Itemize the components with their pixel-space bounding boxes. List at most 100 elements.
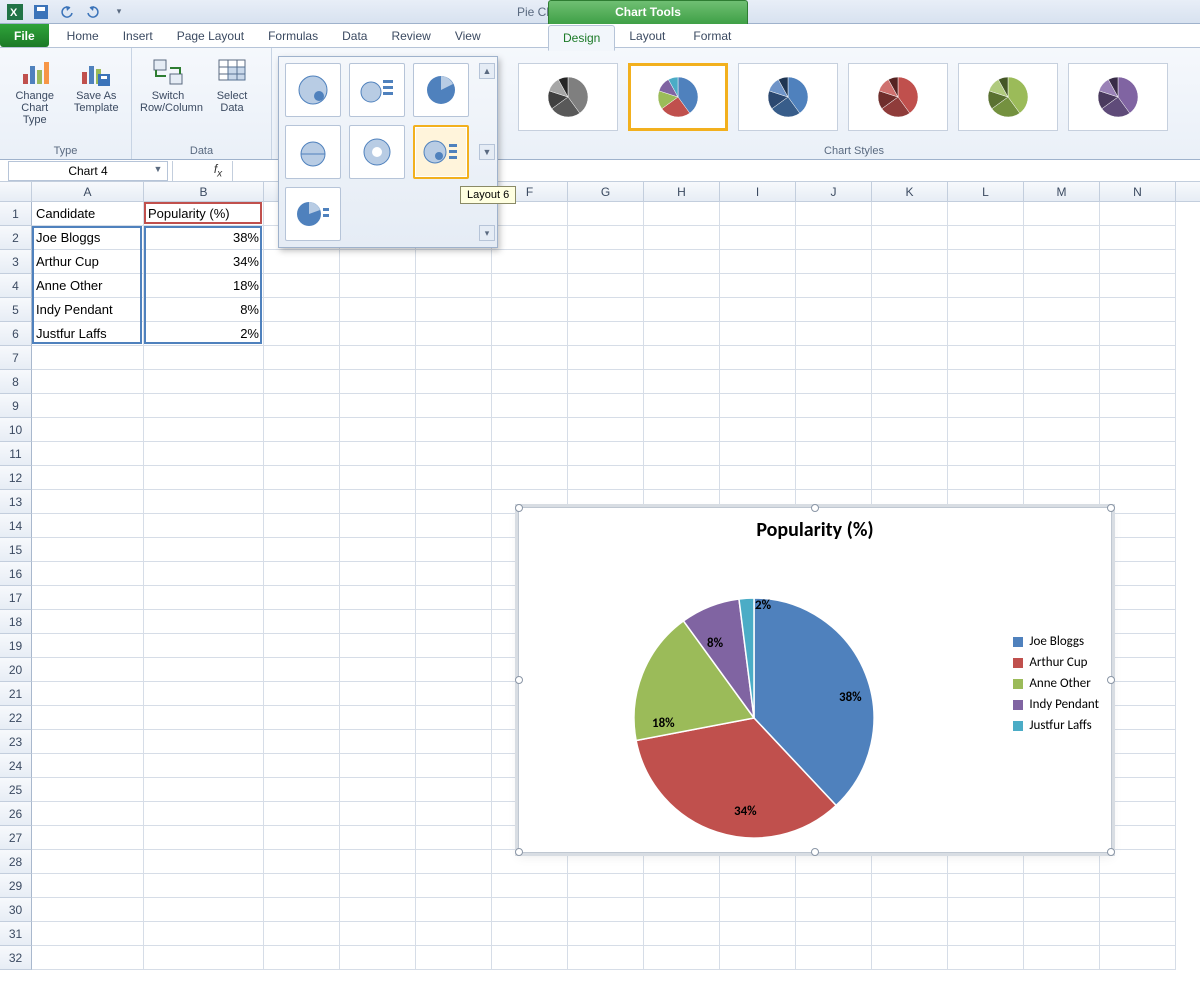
cell-B28[interactable] xyxy=(144,850,264,874)
row-header-20[interactable]: 20 xyxy=(0,658,32,682)
cell-B27[interactable] xyxy=(144,826,264,850)
cell-G1[interactable] xyxy=(568,202,644,226)
cell-N30[interactable] xyxy=(1100,898,1176,922)
cell-C19[interactable] xyxy=(264,634,340,658)
cell-J28[interactable] xyxy=(796,850,872,874)
cell-B18[interactable] xyxy=(144,610,264,634)
cell-M28[interactable] xyxy=(1024,850,1100,874)
cell-A15[interactable] xyxy=(32,538,144,562)
cell-E30[interactable] xyxy=(416,898,492,922)
cell-L32[interactable] xyxy=(948,946,1024,970)
cell-J11[interactable] xyxy=(796,442,872,466)
cell-D28[interactable] xyxy=(340,850,416,874)
cell-N2[interactable] xyxy=(1100,226,1176,250)
cell-E6[interactable] xyxy=(416,322,492,346)
cell-E22[interactable] xyxy=(416,706,492,730)
cell-A7[interactable] xyxy=(32,346,144,370)
legend-item-justfur-laffs[interactable]: Justfur Laffs xyxy=(1013,718,1099,733)
cell-I10[interactable] xyxy=(720,418,796,442)
cell-D19[interactable] xyxy=(340,634,416,658)
row-header-6[interactable]: 6 xyxy=(0,322,32,346)
cell-G9[interactable] xyxy=(568,394,644,418)
chart-legend[interactable]: Joe BloggsArthur CupAnne OtherIndy Penda… xyxy=(1013,628,1099,739)
cell-K4[interactable] xyxy=(872,274,948,298)
cell-G28[interactable] xyxy=(568,850,644,874)
cell-E27[interactable] xyxy=(416,826,492,850)
row-header-15[interactable]: 15 xyxy=(0,538,32,562)
cell-D4[interactable] xyxy=(340,274,416,298)
column-header-J[interactable]: J xyxy=(796,182,872,201)
cell-E5[interactable] xyxy=(416,298,492,322)
legend-item-indy-pendant[interactable]: Indy Pendant xyxy=(1013,697,1099,712)
cell-I30[interactable] xyxy=(720,898,796,922)
cell-H3[interactable] xyxy=(644,250,720,274)
cell-N11[interactable] xyxy=(1100,442,1176,466)
cell-L30[interactable] xyxy=(948,898,1024,922)
row-header-25[interactable]: 25 xyxy=(0,778,32,802)
cell-N8[interactable] xyxy=(1100,370,1176,394)
data-label-joe-bloggs[interactable]: 38% xyxy=(839,690,862,705)
cell-H5[interactable] xyxy=(644,298,720,322)
cell-A11[interactable] xyxy=(32,442,144,466)
switch-row-column-button[interactable]: Switch Row/Column xyxy=(138,52,198,116)
cell-D31[interactable] xyxy=(340,922,416,946)
cell-A23[interactable] xyxy=(32,730,144,754)
cell-K7[interactable] xyxy=(872,346,948,370)
select-data-button[interactable]: Select Data xyxy=(202,52,262,116)
embedded-chart[interactable]: Popularity (%) 38%34%18%8%2% Joe BloggsA… xyxy=(518,507,1112,853)
cell-A1[interactable]: Candidate xyxy=(32,202,144,226)
chart-layout-2[interactable] xyxy=(349,63,405,117)
cell-B23[interactable] xyxy=(144,730,264,754)
qat-customize-icon[interactable]: ▾ xyxy=(108,2,130,22)
cell-F1[interactable] xyxy=(492,202,568,226)
cell-E29[interactable] xyxy=(416,874,492,898)
cell-K3[interactable] xyxy=(872,250,948,274)
cell-G30[interactable] xyxy=(568,898,644,922)
legend-item-joe-bloggs[interactable]: Joe Bloggs xyxy=(1013,634,1099,649)
cell-M1[interactable] xyxy=(1024,202,1100,226)
name-box-dropdown-icon[interactable]: ▼ xyxy=(151,164,165,178)
cell-C15[interactable] xyxy=(264,538,340,562)
cell-F9[interactable] xyxy=(492,394,568,418)
cell-J31[interactable] xyxy=(796,922,872,946)
cell-E9[interactable] xyxy=(416,394,492,418)
tab-data[interactable]: Data xyxy=(330,29,379,43)
cell-C8[interactable] xyxy=(264,370,340,394)
tab-view[interactable]: View xyxy=(443,29,493,43)
cell-B15[interactable] xyxy=(144,538,264,562)
cell-E10[interactable] xyxy=(416,418,492,442)
row-header-19[interactable]: 19 xyxy=(0,634,32,658)
cell-D11[interactable] xyxy=(340,442,416,466)
column-header-L[interactable]: L xyxy=(948,182,1024,201)
cell-G6[interactable] xyxy=(568,322,644,346)
cell-J5[interactable] xyxy=(796,298,872,322)
cell-D30[interactable] xyxy=(340,898,416,922)
cell-E14[interactable] xyxy=(416,514,492,538)
row-header-7[interactable]: 7 xyxy=(0,346,32,370)
cell-D5[interactable] xyxy=(340,298,416,322)
cell-D21[interactable] xyxy=(340,682,416,706)
cell-N29[interactable] xyxy=(1100,874,1176,898)
column-header-K[interactable]: K xyxy=(872,182,948,201)
cell-B26[interactable] xyxy=(144,802,264,826)
cell-C9[interactable] xyxy=(264,394,340,418)
cell-B25[interactable] xyxy=(144,778,264,802)
chart-layouts-gallery[interactable]: ▲ ▼ ▾ xyxy=(278,56,498,248)
column-header-B[interactable]: B xyxy=(144,182,264,201)
cell-L12[interactable] xyxy=(948,466,1024,490)
cell-B11[interactable] xyxy=(144,442,264,466)
cell-J2[interactable] xyxy=(796,226,872,250)
cell-K6[interactable] xyxy=(872,322,948,346)
cell-E21[interactable] xyxy=(416,682,492,706)
cell-N7[interactable] xyxy=(1100,346,1176,370)
cell-C7[interactable] xyxy=(264,346,340,370)
chart-layout-7[interactable] xyxy=(285,187,341,241)
chart-style-3[interactable] xyxy=(738,63,838,131)
cell-A25[interactable] xyxy=(32,778,144,802)
cell-D17[interactable] xyxy=(340,586,416,610)
cell-L6[interactable] xyxy=(948,322,1024,346)
cell-E18[interactable] xyxy=(416,610,492,634)
cell-D10[interactable] xyxy=(340,418,416,442)
cell-D29[interactable] xyxy=(340,874,416,898)
file-tab[interactable]: File xyxy=(0,24,49,47)
